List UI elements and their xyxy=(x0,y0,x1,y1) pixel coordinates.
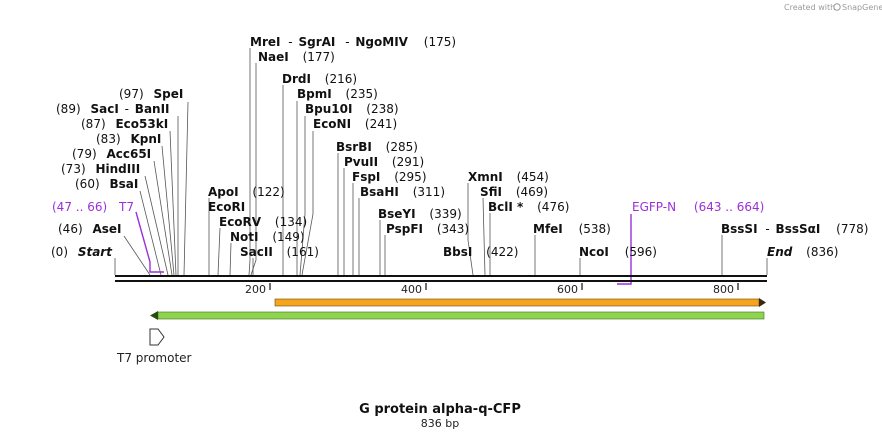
enzyme-bsrbi[interactable]: BsrBI (285) xyxy=(336,140,418,154)
enzyme-mfei[interactable]: MfeI (538) xyxy=(533,222,611,236)
enzyme-asei[interactable]: (46) AseI xyxy=(58,222,122,236)
enzyme-saci-banii[interactable]: (89) SacI - BanII xyxy=(56,102,170,116)
primer-egfp-n-label[interactable]: EGFP-N (643 .. 664) xyxy=(632,200,764,214)
enzyme-ecorv[interactable]: EcoRV (134) xyxy=(219,215,307,229)
ruler-tick-800: 800 xyxy=(713,283,734,296)
ruler-tick-200: 200 xyxy=(245,283,266,296)
dna-strand-bottom xyxy=(115,280,767,282)
credit-brand: SnapGene xyxy=(842,3,882,12)
enzyme-acc65i[interactable]: (79) Acc65I xyxy=(72,147,151,161)
ruler-tick-600: 600 xyxy=(557,283,578,296)
enzyme-bbsi[interactable]: BbsI (422) xyxy=(443,245,518,259)
credit-prefix: Created with xyxy=(784,3,835,12)
enzyme-eco53ki[interactable]: (87) Eco53kI xyxy=(81,117,168,131)
enzyme-drdi[interactable]: DrdI (216) xyxy=(282,72,357,86)
enzyme-bseyi[interactable]: BseYI (339) xyxy=(378,207,462,221)
end-end: End (836) xyxy=(767,245,838,259)
enzyme-ncoi[interactable]: NcoI (596) xyxy=(579,245,657,259)
enzyme-apoi[interactable]: ApoI (122) xyxy=(208,185,285,199)
enzyme-fspi[interactable]: FspI (295) xyxy=(352,170,427,184)
primer-t7[interactable] xyxy=(135,211,164,273)
enzyme-leader-lines xyxy=(114,48,768,276)
feature-t7-promoter: T7 promoter xyxy=(116,351,192,365)
dna-strand-top xyxy=(115,275,767,277)
enzyme-bsssi-bsssai[interactable]: BssSI - BssSαI (778) xyxy=(721,222,868,236)
enzyme-pvuii[interactable]: PvuII (291) xyxy=(344,155,424,169)
enzyme-bsahi[interactable]: BsaHI (311) xyxy=(360,185,445,199)
enzyme-bpu10i[interactable]: Bpu10I (238) xyxy=(305,102,399,116)
enzyme-kpni[interactable]: (83) KpnI xyxy=(96,132,161,146)
enzyme-xmni[interactable]: XmnI (454) xyxy=(468,170,549,184)
sequence-length: 836 bp xyxy=(421,417,459,430)
enzyme-bcli[interactable]: BclI * (476) xyxy=(488,200,569,214)
ruler-tick-400: 400 xyxy=(401,283,422,296)
enzyme-spei[interactable]: (97) SpeI xyxy=(119,87,183,101)
snapgene-logo-icon xyxy=(833,3,841,11)
t7-promoter-arrow-icon[interactable] xyxy=(149,328,165,346)
enzyme-pspfi[interactable]: PspFI (343) xyxy=(386,222,469,236)
enzyme-sacii[interactable]: SacII (161) xyxy=(240,245,319,259)
cds-green-arrow[interactable] xyxy=(150,311,765,320)
enzyme-noti[interactable]: NotI (149) xyxy=(230,230,305,244)
enzyme-mrei-sgrai-ngomiv[interactable]: MreI - SgrAI - NgoMIV (175) xyxy=(250,35,456,49)
enzyme-naei[interactable]: NaeI (177) xyxy=(258,50,335,64)
enzyme-bpmi[interactable]: BpmI (235) xyxy=(297,87,378,101)
enzyme-ecori[interactable]: EcoRI xyxy=(208,200,245,214)
primer-egfp-n[interactable] xyxy=(617,214,632,285)
enzyme-econi[interactable]: EcoNI (241) xyxy=(313,117,397,131)
cds-orange-arrow[interactable] xyxy=(274,298,766,307)
primer-t7-label[interactable]: (47 .. 66) T7 xyxy=(52,200,134,214)
enzyme-bsai[interactable]: (60) BsaI xyxy=(75,177,138,191)
map-title: G protein alpha-q-CFP xyxy=(359,402,521,417)
enzyme-hindiii[interactable]: (73) HindIII xyxy=(61,162,140,176)
end-start: (0) Start xyxy=(51,245,113,259)
ruler xyxy=(269,283,739,290)
enzyme-sfii[interactable]: SfiI (469) xyxy=(480,185,548,199)
